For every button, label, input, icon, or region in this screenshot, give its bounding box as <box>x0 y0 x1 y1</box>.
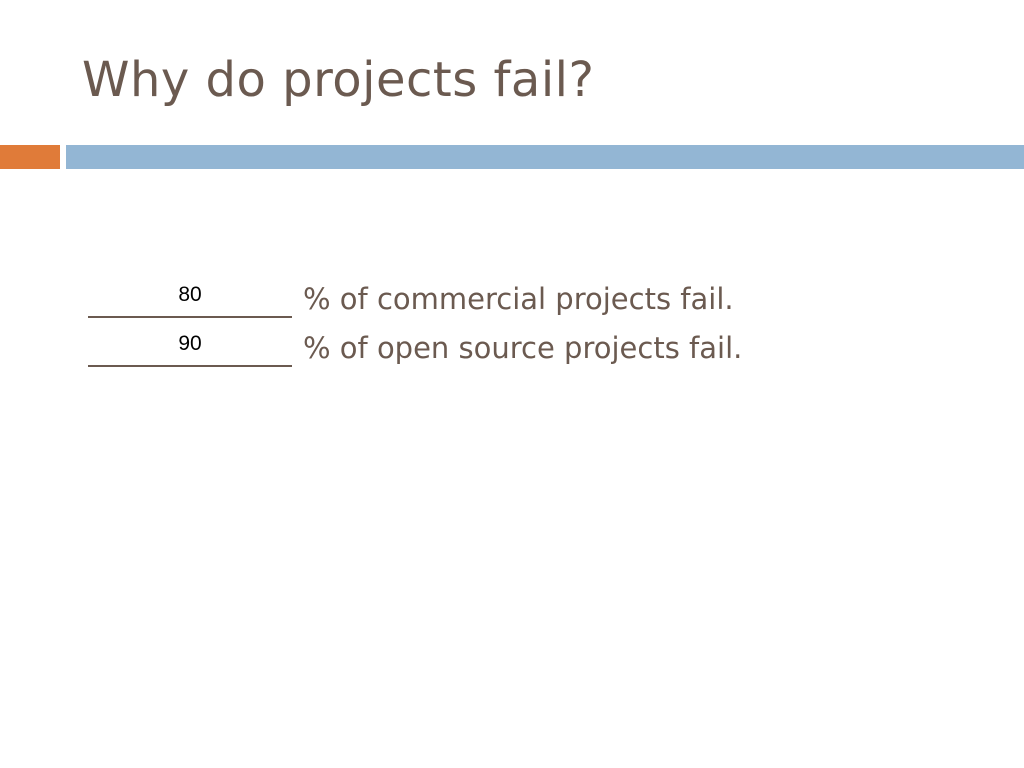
fill-in-blank-line <box>88 280 292 318</box>
statement-text: % of open source projects fail. <box>303 331 743 365</box>
answer-value: 90 <box>178 332 202 355</box>
statement-text: % of commercial projects fail. <box>303 282 734 316</box>
accent-bar-blue <box>66 145 1024 169</box>
slide-title: Why do projects fail? <box>82 52 595 108</box>
fill-in-blank-line <box>88 329 292 367</box>
accent-bar-orange <box>0 145 60 169</box>
statement-row-commercial: 80 % of commercial projects fail. <box>88 280 888 320</box>
statement-row-open-source: 90 % of open source projects fail. <box>88 329 888 369</box>
answer-value: 80 <box>178 283 202 306</box>
